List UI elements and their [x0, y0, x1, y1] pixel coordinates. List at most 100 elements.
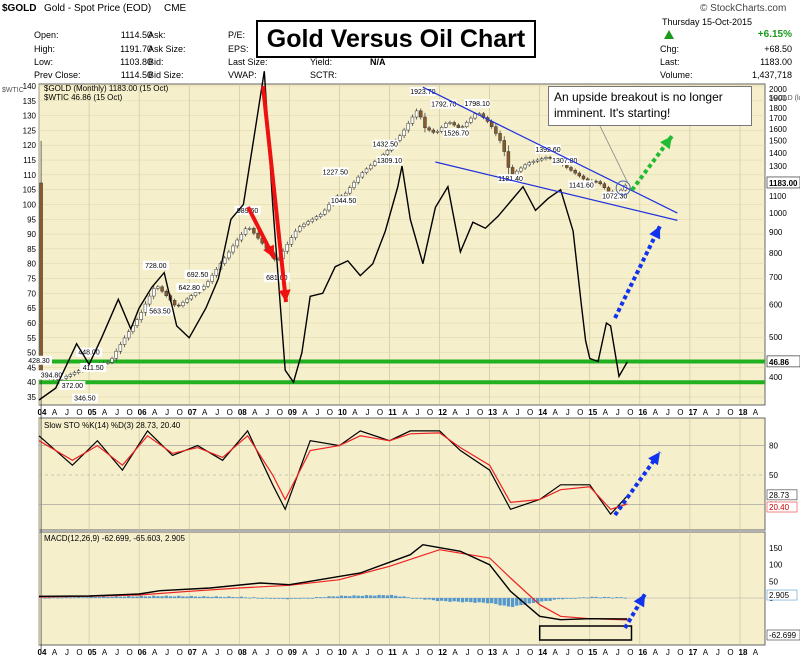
x-axis-price-tick: J: [516, 408, 520, 417]
macd-histogram-bar: [444, 598, 448, 602]
x-axis-price-tick: A: [302, 408, 308, 417]
quote-date: Thursday 15-Oct-2015: [662, 17, 753, 27]
pe-label: P/E:: [228, 30, 246, 40]
x-axis-price-tick: O: [677, 408, 683, 417]
x-axis-price-tick: 17: [688, 408, 697, 417]
gold-candle: [156, 286, 160, 289]
stoch-k-box: [766, 489, 798, 501]
ask-label: Ask:: [148, 30, 166, 40]
gold-value-label: 1227.50: [323, 169, 348, 176]
x-axis-bottom-tick: J: [265, 648, 269, 657]
macd-histogram-bar: [310, 597, 314, 599]
right-axis-tick: 900: [769, 228, 783, 237]
change-percent: +6.15%: [757, 29, 792, 40]
macd-histogram-bar: [460, 598, 465, 603]
macd-histogram-bar: [60, 597, 64, 599]
gold-value-label: 411.50: [83, 365, 104, 372]
macd-histogram-bar: [419, 598, 423, 599]
gold-candle: [473, 113, 477, 119]
yield-value: N/A: [370, 57, 386, 67]
gold-candle: [502, 140, 506, 152]
gold-candle: [406, 123, 410, 131]
macd-histogram-bar: [381, 595, 385, 598]
macd-histogram-bar: [248, 597, 252, 599]
macd-histogram-bar: [256, 597, 260, 599]
gold-value-label: 394.80: [41, 372, 63, 379]
x-axis-price-tick: 11: [388, 408, 397, 417]
macd-histogram-bar: [515, 598, 519, 606]
gold-value-label: 1044.50: [331, 198, 356, 205]
x-axis-price-tick: 15: [588, 408, 597, 417]
macd-histogram-bar: [560, 598, 565, 600]
x-axis-bottom-tick: 09: [288, 648, 297, 657]
macd-histogram-bar: [231, 597, 235, 598]
left-axis-tick: 95: [27, 215, 36, 224]
macd-histogram-bar: [531, 598, 536, 603]
gold-value-label: 1072.30: [602, 194, 627, 201]
x-axis-bottom-tick: A: [753, 648, 759, 657]
gold-candle: [452, 122, 456, 126]
x-axis-bottom-tick: O: [677, 648, 683, 657]
right-axis-tick: 500: [769, 333, 783, 342]
macd-histogram-bar: [594, 596, 598, 598]
gold-candle: [419, 110, 423, 118]
gold-candle: [243, 228, 248, 235]
oil-last-label: 46.86: [769, 358, 790, 367]
macd-histogram-bar: [127, 596, 131, 598]
left-axis-label: $WTIC: [2, 87, 24, 94]
x-axis-bottom-tick: 15: [588, 648, 597, 657]
gold-candle: [523, 164, 527, 169]
x-axis-price-tick: J: [215, 408, 219, 417]
x-axis-bottom-tick: 13: [488, 648, 497, 657]
macd-histogram-bar: [602, 596, 607, 598]
macd-histogram-bar: [81, 597, 85, 599]
stochastic-tick: 50: [769, 471, 778, 480]
right-axis-tick: 800: [769, 249, 783, 258]
macd-histogram-bar: [481, 598, 486, 603]
x-axis-bottom-tick: A: [302, 648, 308, 657]
stochastic-tick: 80: [769, 442, 778, 451]
vwap-label: VWAP:: [228, 70, 257, 80]
macd-histogram-bar: [431, 598, 435, 601]
x-axis-price-tick: J: [315, 408, 319, 417]
x-axis-bottom-tick: O: [527, 648, 533, 657]
macd-histogram-bar: [72, 597, 77, 599]
legend-gold: $GOLD (Monthly) 1183.00 (15 Oct): [44, 84, 169, 93]
macd-histogram-bar: [131, 596, 135, 598]
left-axis-tick: 115: [23, 156, 36, 165]
macd-base-box: [538, 625, 633, 641]
gold-candle: [314, 216, 319, 220]
gold-label-bg: [176, 283, 203, 293]
x-axis-bottom-tick: J: [566, 648, 570, 657]
gold-candle: [118, 344, 123, 352]
left-axis-tick: 140: [23, 82, 37, 91]
gold-label-bg: [38, 370, 65, 380]
x-axis-bottom-tick: J: [365, 648, 369, 657]
x-axis-price-tick: A: [252, 408, 258, 417]
macd-histogram-bar: [477, 598, 481, 603]
chart-title: Gold Versus Oil Chart: [256, 20, 536, 58]
macd-histogram-bar: [214, 596, 218, 598]
high-value: 1191.70: [120, 44, 152, 54]
macd-histogram-bar: [398, 596, 402, 598]
x-axis-bottom-tick: J: [215, 648, 219, 657]
gold-label-bg: [497, 174, 524, 184]
stoch-d-last: 20.40: [769, 503, 790, 512]
gold-candle: [152, 288, 156, 297]
gold-value-label: 372.00: [62, 383, 84, 390]
macd-histogram-bar: [239, 596, 244, 598]
x-axis-price-tick: O: [527, 408, 533, 417]
macd-title: MACD(12,26,9) -62.699, -65.603, 2.905: [44, 534, 186, 543]
macd-histogram-bar: [298, 598, 302, 599]
macd-histogram-bar: [331, 596, 335, 598]
volume-value: 1,437,718: [751, 70, 792, 80]
gold-candle: [577, 172, 582, 177]
gold-candle: [460, 126, 465, 128]
macd-histogram-bar: [490, 598, 494, 604]
gold-candle: [565, 164, 569, 168]
macd-panel: [38, 531, 766, 646]
x-axis-bottom-tick: A: [252, 648, 258, 657]
gold-candle: [164, 290, 168, 296]
